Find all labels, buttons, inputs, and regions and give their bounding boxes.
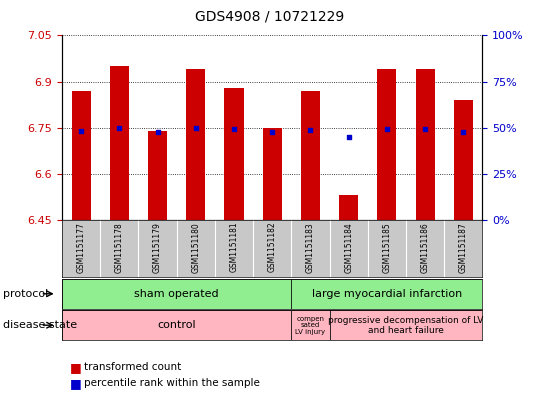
Point bbox=[383, 126, 391, 132]
Bar bbox=[377, 69, 396, 220]
Text: ■: ■ bbox=[70, 376, 82, 390]
Bar bbox=[416, 69, 434, 220]
Text: percentile rank within the sample: percentile rank within the sample bbox=[84, 378, 259, 388]
Point bbox=[153, 129, 162, 135]
Text: large myocardial infarction: large myocardial infarction bbox=[312, 289, 462, 299]
Text: GSM1151181: GSM1151181 bbox=[230, 222, 238, 272]
Bar bbox=[329, 310, 482, 340]
Bar bbox=[224, 88, 244, 220]
Bar bbox=[454, 100, 473, 220]
Bar bbox=[110, 66, 129, 220]
Bar bbox=[148, 131, 167, 220]
Bar bbox=[339, 195, 358, 220]
Bar bbox=[291, 310, 329, 340]
Point bbox=[459, 129, 468, 135]
Text: compen
sated
LV injury: compen sated LV injury bbox=[295, 316, 326, 335]
Text: GSM1151184: GSM1151184 bbox=[344, 222, 353, 272]
Bar bbox=[62, 279, 291, 309]
Point bbox=[344, 134, 353, 140]
Bar bbox=[291, 279, 482, 309]
Text: GSM1151182: GSM1151182 bbox=[268, 222, 277, 272]
Point bbox=[77, 128, 85, 134]
Text: GSM1151179: GSM1151179 bbox=[153, 222, 162, 273]
Text: progressive decompensation of LV
and heart failure: progressive decompensation of LV and hea… bbox=[328, 316, 483, 335]
Bar bbox=[301, 91, 320, 220]
Bar bbox=[62, 310, 291, 340]
Bar bbox=[72, 91, 91, 220]
Point bbox=[306, 127, 315, 133]
Text: GSM1151183: GSM1151183 bbox=[306, 222, 315, 272]
Text: ■: ■ bbox=[70, 361, 82, 374]
Bar bbox=[262, 128, 282, 220]
Point bbox=[230, 126, 238, 132]
Point bbox=[421, 126, 430, 132]
Text: protocol: protocol bbox=[3, 289, 48, 299]
Text: control: control bbox=[157, 320, 196, 330]
Text: transformed count: transformed count bbox=[84, 362, 181, 373]
Text: GDS4908 / 10721229: GDS4908 / 10721229 bbox=[195, 10, 344, 24]
Text: GSM1151185: GSM1151185 bbox=[382, 222, 391, 272]
Bar bbox=[186, 69, 205, 220]
Text: sham operated: sham operated bbox=[134, 289, 219, 299]
Text: GSM1151186: GSM1151186 bbox=[420, 222, 430, 272]
Text: GSM1151180: GSM1151180 bbox=[191, 222, 201, 272]
Text: GSM1151177: GSM1151177 bbox=[77, 222, 86, 273]
Text: disease state: disease state bbox=[3, 320, 77, 330]
Point bbox=[191, 125, 200, 131]
Point bbox=[268, 129, 277, 135]
Text: GSM1151178: GSM1151178 bbox=[115, 222, 124, 272]
Text: GSM1151187: GSM1151187 bbox=[459, 222, 468, 272]
Point bbox=[115, 125, 123, 131]
